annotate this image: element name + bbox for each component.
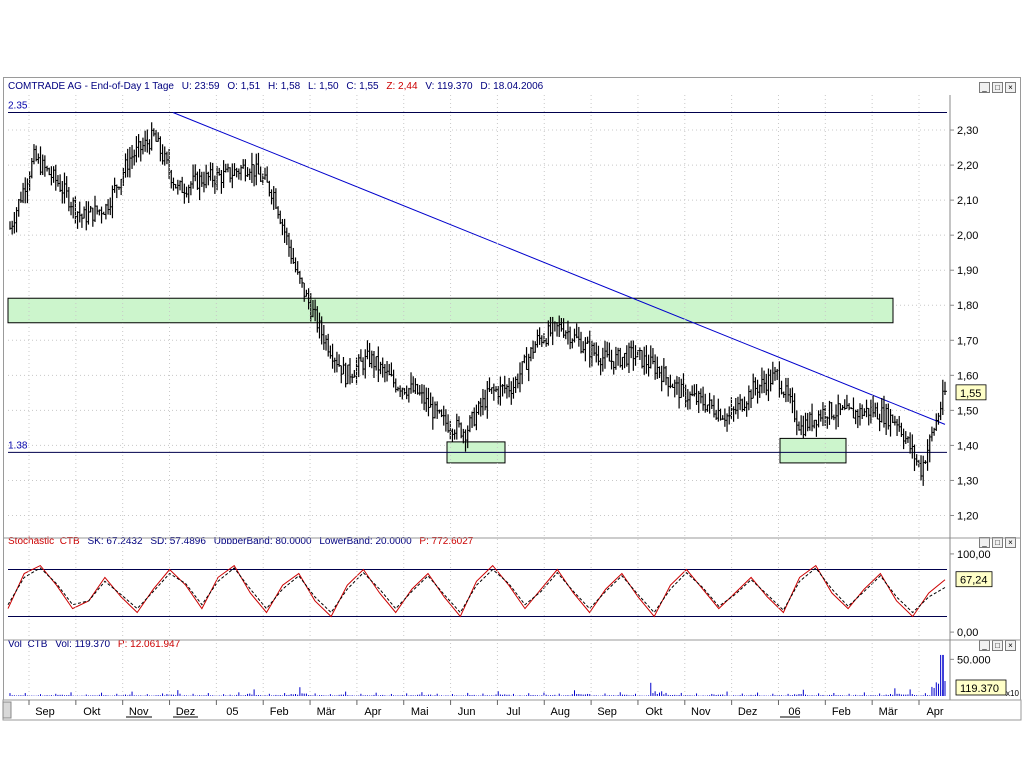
stochastic-p: P: 772,6027 <box>419 536 474 547</box>
close-stochastic-button[interactable]: × <box>1005 537 1016 548</box>
stochastic-upper: UppperBand: 80,0000 <box>213 536 312 547</box>
volume-vol: Vol: 119.370 <box>55 639 111 650</box>
close-pane-button[interactable]: × <box>1005 82 1016 93</box>
stochastic-lower: LowerBand: 20,0000 <box>319 536 412 547</box>
close-volume-button[interactable]: × <box>1005 640 1016 651</box>
maximize-pane-button[interactable]: □ <box>992 82 1003 93</box>
open-label: O: 1,51 <box>227 81 261 92</box>
time-label: U: 23:59 <box>181 81 220 92</box>
volume-label: V: 119.370 <box>425 81 473 92</box>
stochastic-sd: SD: 57,4896 <box>150 536 206 547</box>
ohne-orders-button[interactable]: Ohne Orders <box>12 514 78 529</box>
volume-p: P: 12.061.947 <box>117 639 181 650</box>
stochastic-pane-buttons: _ □ × <box>979 537 1016 548</box>
price-pane-buttons: _ □ × <box>979 82 1016 93</box>
high-label: H: 1,58 <box>267 81 301 92</box>
volume-header: Vol_CTB Vol: 119.370 P: 12.061.947 <box>8 639 185 651</box>
z-label: Z: 2,44 <box>386 81 418 92</box>
minimize-pane-button[interactable]: _ <box>979 82 990 93</box>
volume-name: Vol_CTB <box>8 639 48 650</box>
stochastic-header: Stochastic_CTB SK: 67,2432 SD: 57,4896 U… <box>8 536 478 548</box>
price-header: COMTRADE AG - End-of-Day 1 Tage U: 23:59… <box>8 81 548 93</box>
volume-pane-buttons: _ □ × <box>979 640 1016 651</box>
minimize-volume-button[interactable]: _ <box>979 640 990 651</box>
minimize-stochastic-button[interactable]: _ <box>979 537 990 548</box>
chart-window: COMTRADE AG - End-of-Day 1 Tage U: 23:59… <box>3 77 1021 720</box>
stochastic-sk: SK: 67,2432 <box>87 536 143 547</box>
close-label: C: 1,55 <box>346 81 379 92</box>
symbol-label: COMTRADE AG - End-of-Day 1 Tage <box>8 81 174 92</box>
date-label: D: 18.04.2006 <box>480 81 544 92</box>
maximize-volume-button[interactable]: □ <box>992 640 1003 651</box>
maximize-stochastic-button[interactable]: □ <box>992 537 1003 548</box>
stochastic-name: Stochastic_CTB <box>8 536 80 547</box>
low-label: L: 1,50 <box>307 81 339 92</box>
